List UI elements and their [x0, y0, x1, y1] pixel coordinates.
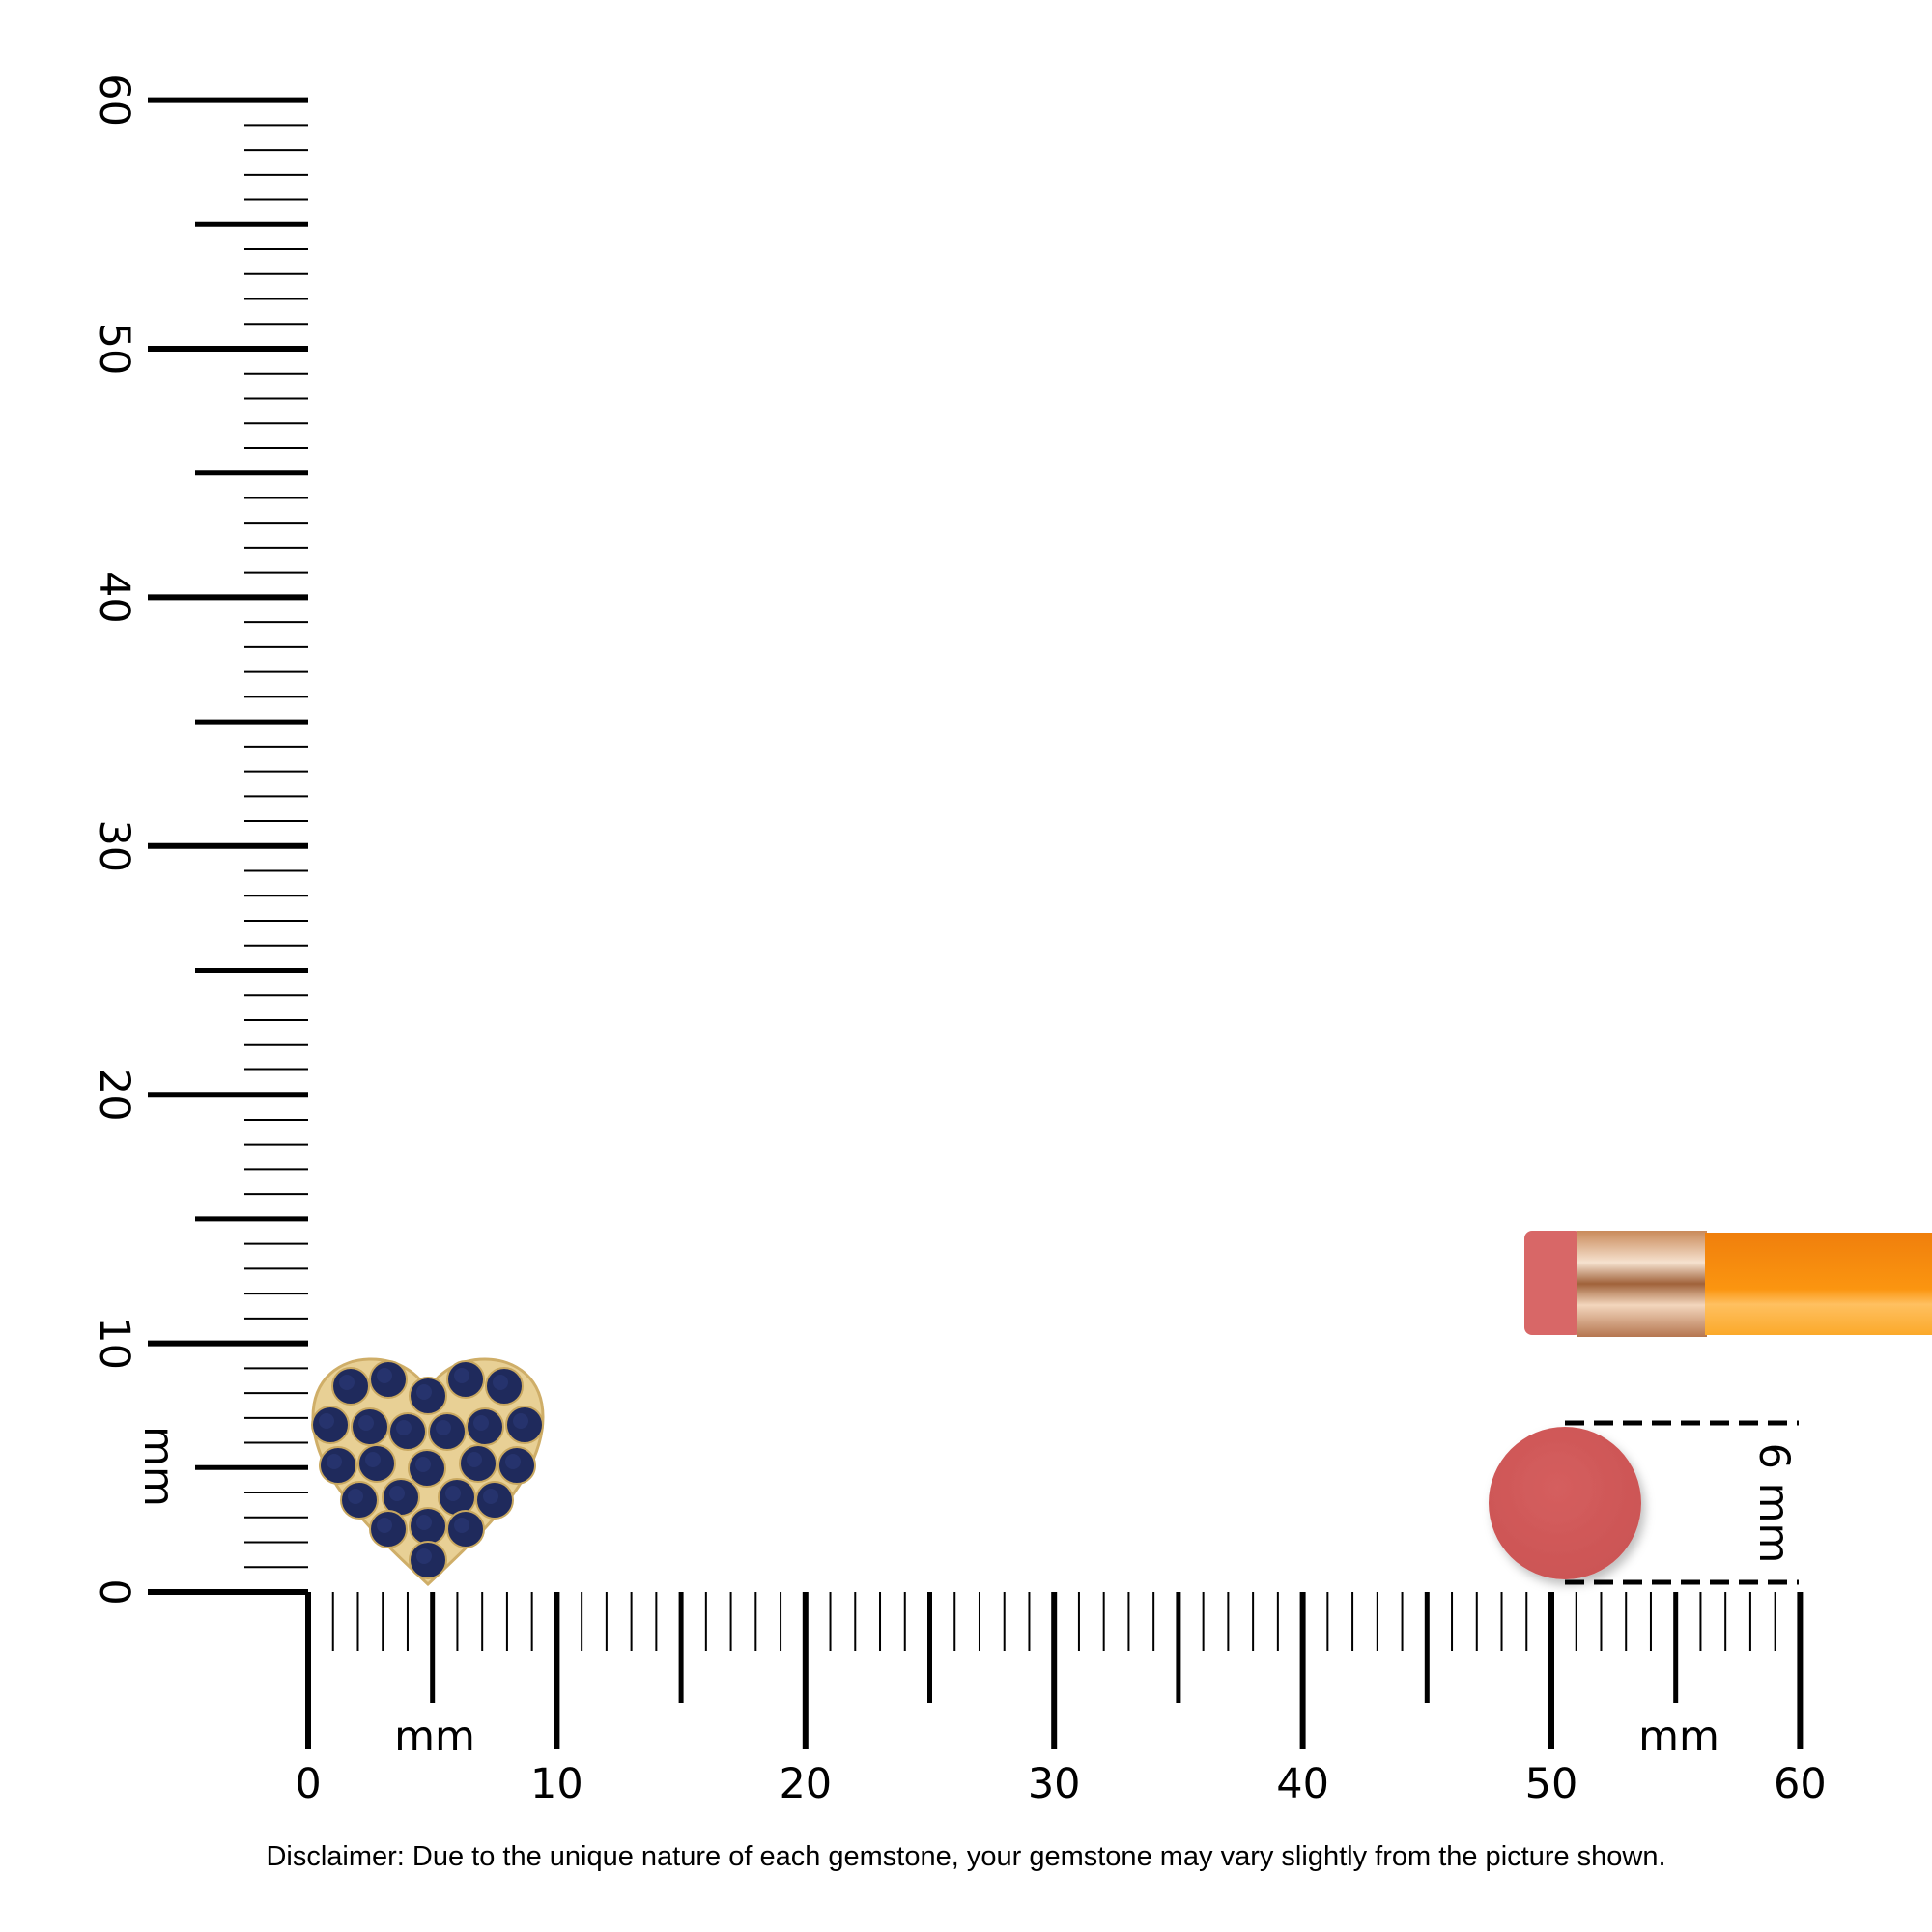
horizontal-tick-label: 0 [295, 1760, 321, 1808]
horizontal-unit-label-right: mm [1638, 1713, 1719, 1761]
gem-highlight [339, 1375, 355, 1390]
vertical-tick-label: 20 [90, 1068, 138, 1122]
gem-highlight [454, 1518, 469, 1533]
horizontal-unit-label-left: mm [394, 1713, 475, 1761]
dimension-label: 6 mm [1749, 1443, 1798, 1564]
vertical-tick-label: 30 [90, 819, 138, 872]
gem-highlight [467, 1452, 482, 1467]
gem-highlight [396, 1420, 412, 1435]
gem-highlight [416, 1548, 432, 1564]
vertical-tick-label: 10 [90, 1317, 138, 1370]
pencil-body [1705, 1233, 1932, 1335]
gem-highlight [327, 1454, 342, 1469]
pencil-eraser [1524, 1231, 1582, 1335]
horizontal-tick-label: 30 [1028, 1760, 1081, 1808]
gem-highlight [505, 1454, 521, 1469]
gem-highlight [377, 1368, 392, 1383]
gem-highlight [416, 1384, 432, 1400]
gem-highlight [445, 1486, 461, 1501]
horizontal-tick-label: 40 [1276, 1760, 1329, 1808]
vertical-ruler: 0 10 20 30 40 50 60 [90, 73, 308, 1605]
horizontal-tick-label: 60 [1774, 1760, 1827, 1808]
heart-earring-image [311, 1357, 545, 1587]
gem-highlight [389, 1486, 405, 1501]
gem-highlight [416, 1515, 432, 1530]
pencil-image [1524, 1231, 1932, 1337]
vertical-tick-label: 50 [90, 323, 138, 376]
vertical-tick-label: 0 [90, 1578, 138, 1605]
pencil-ferrule [1577, 1231, 1707, 1337]
disclaimer-text: Disclaimer: Due to the unique nature of … [266, 1841, 1665, 1872]
gem-highlight [415, 1457, 431, 1472]
gem-highlight [454, 1368, 469, 1383]
gem-highlight [348, 1489, 363, 1504]
gem-highlight [483, 1489, 498, 1504]
gem-highlight [365, 1452, 381, 1467]
vertical-unit-label: mm [134, 1426, 183, 1507]
horizontal-tick-label: 20 [779, 1760, 832, 1808]
vertical-tick-label: 40 [90, 571, 138, 624]
horizontal-ruler: 0 10 20 30 40 50 60 [295, 1592, 1827, 1808]
gem-highlight [377, 1518, 392, 1533]
horizontal-tick-label: 50 [1525, 1760, 1578, 1808]
horizontal-tick-label: 10 [530, 1760, 583, 1808]
gem-highlight [493, 1375, 508, 1390]
gem-highlight [436, 1420, 451, 1435]
gem-highlight [513, 1413, 528, 1429]
gem-highlight [358, 1415, 374, 1431]
gem-highlight [319, 1413, 334, 1429]
vertical-tick-label: 60 [90, 73, 138, 127]
gem-highlight [473, 1415, 489, 1431]
eraser-end-image [1489, 1427, 1641, 1579]
